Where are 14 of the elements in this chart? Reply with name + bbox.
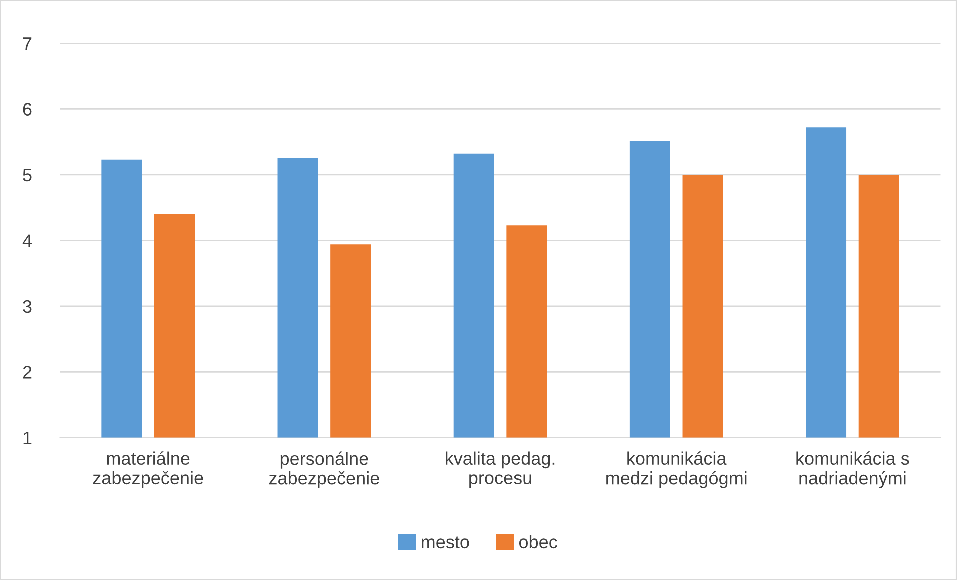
y-tick-label: 5 — [23, 169, 32, 182]
y-tick-label: 3 — [23, 300, 32, 314]
x-tick-label: personálne zabezpečenie — [269, 452, 380, 488]
y-tick-label: 4 — [22, 234, 32, 248]
y-tick-label: 1 — [24, 432, 32, 444]
y-tick-label: 2 — [23, 366, 32, 379]
x-tick-label: komunikácia medzi pedagógmi — [606, 452, 747, 488]
x-tick-label: komunikácia s nadriadenými — [796, 452, 910, 488]
y-tick-label: 7 — [23, 38, 32, 50]
legend-label: obec — [519, 535, 558, 549]
y-tick-label: 6 — [23, 103, 32, 116]
x-tick-label: materiálne zabezpečenie — [93, 452, 204, 488]
x-tick-label: kvalita pedag. procesu — [446, 452, 555, 488]
legend-label: mesto — [422, 536, 470, 549]
